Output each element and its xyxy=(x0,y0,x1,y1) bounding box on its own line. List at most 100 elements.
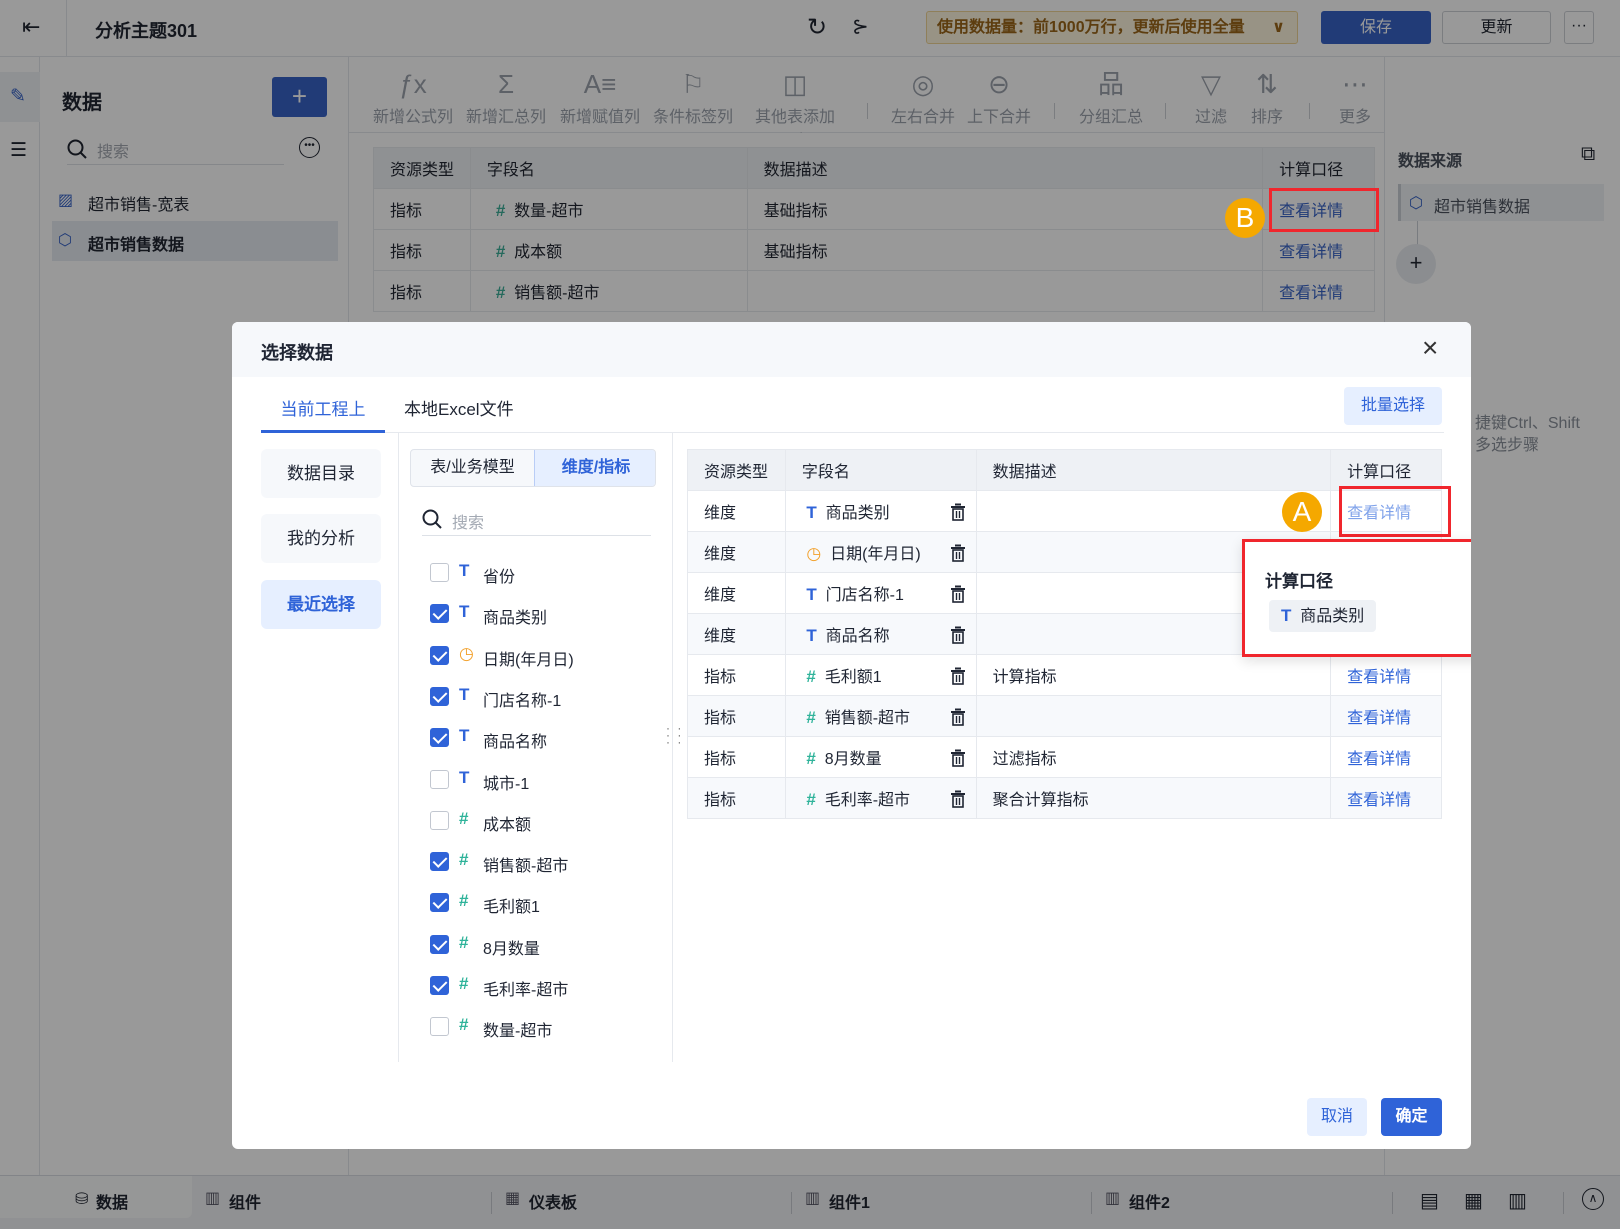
nav-catalog[interactable]: 数据目录 xyxy=(261,449,381,498)
bottom-tab[interactable]: 数据 xyxy=(96,1195,129,1212)
field-option[interactable]: T 省份 xyxy=(430,558,650,588)
data-edit-icon[interactable]: ✎ xyxy=(10,86,26,107)
divider xyxy=(66,0,67,57)
update-button[interactable]: 更新 xyxy=(1442,11,1551,44)
resize-handle[interactable]: · · · · · · xyxy=(666,721,684,749)
trash-icon[interactable] xyxy=(950,626,966,644)
text-type-icon: T xyxy=(459,561,470,580)
add-dashboard-icon[interactable]: ▦ xyxy=(1464,1190,1483,1212)
divider xyxy=(867,103,868,119)
trash-icon[interactable] xyxy=(950,585,966,603)
toolbar-label: 过滤 xyxy=(1194,109,1227,126)
tab-local-excel[interactable]: 本地Excel文件 xyxy=(404,400,514,419)
field-option[interactable]: # 成本额 xyxy=(430,806,650,836)
refresh-icon[interactable]: ↻ xyxy=(807,14,828,41)
checkbox[interactable] xyxy=(430,1017,449,1037)
view-details-link[interactable]: 查看详情 xyxy=(1279,203,1344,220)
field-option[interactable]: #8月数量 xyxy=(430,930,650,960)
toolbar-group-button[interactable]: 品分组汇总 xyxy=(1069,65,1153,127)
toolbar-sort-button[interactable]: ⇅ 排序 xyxy=(1225,65,1309,127)
trash-icon[interactable] xyxy=(950,503,966,521)
column-header: 计算口径 xyxy=(1330,449,1442,491)
field-option[interactable]: T 商品类别 xyxy=(430,599,650,629)
checkbox[interactable] xyxy=(430,893,449,913)
toolbar-assign-button[interactable]: A≡ 新增赋值列 xyxy=(558,65,642,127)
toolbar-filter-button[interactable]: ▽ 过滤 xyxy=(1169,65,1253,127)
toolbar-sigma-button[interactable]: Σ 新增汇总列 xyxy=(464,65,548,127)
add-source-button[interactable]: + xyxy=(1396,244,1436,284)
bottom-tab[interactable]: 组件 xyxy=(229,1195,262,1212)
switch-layout-icon[interactable]: ⧉ xyxy=(1581,143,1596,165)
bottom-tab[interactable]: 组件2 xyxy=(1129,1195,1170,1212)
close-icon[interactable]: × xyxy=(1422,332,1439,363)
checkbox[interactable] xyxy=(430,563,449,582)
field-option[interactable]: T 城市-1 xyxy=(430,765,650,795)
more-options-icon[interactable]: ••• xyxy=(299,137,320,158)
add-component-icon[interactable]: ▤ xyxy=(1420,1190,1439,1212)
settings-sliders-icon[interactable]: ☰ xyxy=(10,140,28,161)
segment-table-model[interactable]: 表/业务模型 xyxy=(430,459,515,476)
view-details-link[interactable]: 查看详情 xyxy=(1347,710,1412,727)
view-details-link[interactable]: 查看详情 xyxy=(1279,285,1344,302)
view-details-link[interactable]: 查看详情 xyxy=(1347,669,1412,686)
checkbox[interactable] xyxy=(430,934,449,954)
trash-icon[interactable] xyxy=(950,667,966,685)
toolbar-merge-lr-button[interactable]: ◎ 左右合并 xyxy=(881,65,965,127)
view-details-link[interactable]: 查看详情 xyxy=(1279,244,1344,261)
checkbox[interactable] xyxy=(430,645,449,665)
checkbox[interactable] xyxy=(430,604,449,624)
field-search-input[interactable]: 搜索 xyxy=(422,502,651,536)
confirm-button[interactable]: 确定 xyxy=(1381,1098,1442,1136)
field-option[interactable]: # 销售额-超市 xyxy=(430,847,650,877)
data-volume-banner[interactable]: 使用数据量：前1000万行，更新后使用全量 ∨ xyxy=(926,11,1298,44)
back-icon[interactable]: ⇤ xyxy=(22,14,41,39)
field-option[interactable]: # 毛利额1 xyxy=(430,888,650,918)
toolbar-more-button[interactable]: ⋯ 更多 xyxy=(1313,65,1397,127)
field-option[interactable]: ◷ 日期(年月日) xyxy=(430,641,650,671)
view-details-link[interactable]: 查看详情 xyxy=(1347,505,1412,522)
bottom-tab[interactable]: 组件1 xyxy=(829,1195,870,1212)
text-type-icon: T xyxy=(806,626,817,645)
trash-icon[interactable] xyxy=(950,708,966,726)
collapse-up-icon[interactable]: ∧ xyxy=(1582,1188,1604,1210)
trash-icon[interactable] xyxy=(950,544,966,562)
view-details-link[interactable]: 查看详情 xyxy=(1347,792,1412,809)
checkbox[interactable] xyxy=(430,852,449,872)
trash-icon[interactable] xyxy=(950,749,966,767)
checkbox[interactable] xyxy=(430,769,449,789)
checkbox[interactable] xyxy=(430,810,449,830)
data-item-selected[interactable]: ⬡ 超市销售数据 xyxy=(52,221,338,261)
field-option[interactable]: T 门店名称-1 xyxy=(430,682,650,712)
field-option[interactable]: T 商品名称 xyxy=(430,723,650,753)
search-input[interactable]: 搜索 xyxy=(67,133,284,165)
cube-icon: ⬡ xyxy=(58,232,72,249)
add-data-button[interactable]: + xyxy=(272,77,327,117)
checkbox[interactable] xyxy=(430,728,449,748)
field-option[interactable]: # 数量-超市 xyxy=(430,1012,650,1042)
calc-scope-popover: 计算口径 T 商品类别 xyxy=(1242,539,1471,657)
checkbox[interactable] xyxy=(430,976,449,995)
lineage-icon[interactable]: ⊱ xyxy=(852,16,869,38)
checkbox[interactable] xyxy=(430,686,449,706)
data-item-label: 超市销售-宽表 xyxy=(88,197,190,214)
field-option[interactable]: # 毛利率-超市 xyxy=(430,971,650,1001)
add-report-icon[interactable]: ▥ xyxy=(1508,1190,1527,1212)
batch-select-button[interactable]: 批量选择 xyxy=(1344,387,1442,425)
text-type-icon: T xyxy=(459,684,470,704)
bottom-tab[interactable]: 仪表板 xyxy=(529,1195,578,1212)
text-type-icon: T xyxy=(459,767,470,787)
toolbar-flag-button[interactable]: ⚐ 条件标签列 xyxy=(651,65,735,127)
trash-icon[interactable] xyxy=(950,790,966,808)
source-item[interactable]: ⬡ 超市销售数据 xyxy=(1398,184,1604,221)
save-button[interactable]: 保存 xyxy=(1321,11,1431,44)
toolbar-merge-tb-button[interactable]: ⊖ 上下合并 xyxy=(957,65,1041,127)
nav-my-analysis[interactable]: 我的分析 xyxy=(261,514,381,563)
tab-current-project[interactable]: 当前工程上 xyxy=(261,395,385,433)
data-item[interactable]: ▨ 超市销售-宽表 xyxy=(52,181,338,221)
segment-dimension-metric[interactable]: 维度/指标 xyxy=(534,450,655,486)
cancel-button[interactable]: 取消 xyxy=(1307,1098,1367,1136)
nav-recent[interactable]: 最近选择 xyxy=(261,580,381,629)
toolbar-formula-button[interactable]: ƒx 新增公式列 xyxy=(371,65,455,127)
more-button[interactable]: ··· xyxy=(1564,11,1594,44)
view-details-link[interactable]: 查看详情 xyxy=(1347,751,1412,768)
